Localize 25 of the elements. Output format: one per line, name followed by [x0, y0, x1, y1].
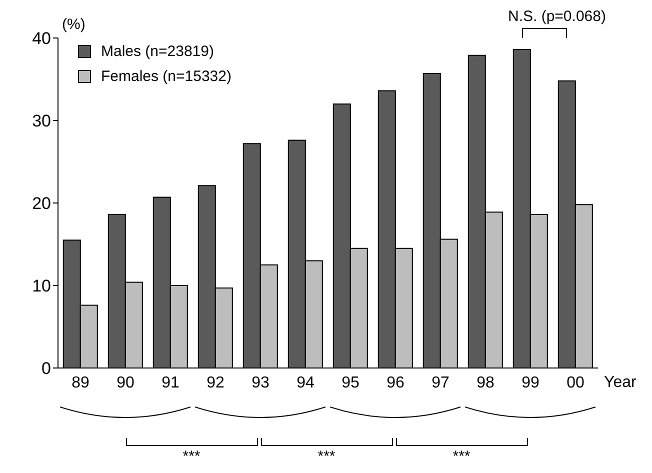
- legend-label: Males (n=23819): [101, 43, 214, 60]
- text: N.S. (p=0.068): [508, 8, 606, 25]
- x-tick-label: 97: [432, 374, 450, 392]
- text: ***: [452, 448, 472, 465]
- x-tick-label: 98: [476, 374, 494, 392]
- x-tick-label: 00: [566, 374, 584, 392]
- y-tick-label: 20: [32, 194, 51, 214]
- x-tick-label: 94: [296, 374, 314, 392]
- x-tick-label: 91: [162, 374, 180, 392]
- text: ***: [182, 448, 202, 465]
- x-axis-title: Year: [604, 374, 636, 392]
- y-tick-label: 40: [32, 29, 51, 48]
- x-tick-label: 90: [116, 374, 134, 392]
- legend-label: Females (n=15332): [101, 68, 232, 85]
- x-tick-label: 99: [522, 374, 540, 392]
- y-tick-label: 30: [32, 112, 51, 131]
- x-tick-label: 95: [342, 374, 360, 392]
- x-tick-label: 92: [206, 374, 224, 392]
- x-tick-label: 96: [386, 374, 404, 392]
- text: ***: [316, 448, 336, 465]
- x-tick-label: 89: [72, 374, 90, 392]
- x-tick-label: 93: [252, 374, 270, 392]
- y-tick-label: 10: [32, 276, 51, 296]
- y-axis-title: (%): [62, 16, 86, 33]
- y-tick-label: 0: [42, 359, 51, 378]
